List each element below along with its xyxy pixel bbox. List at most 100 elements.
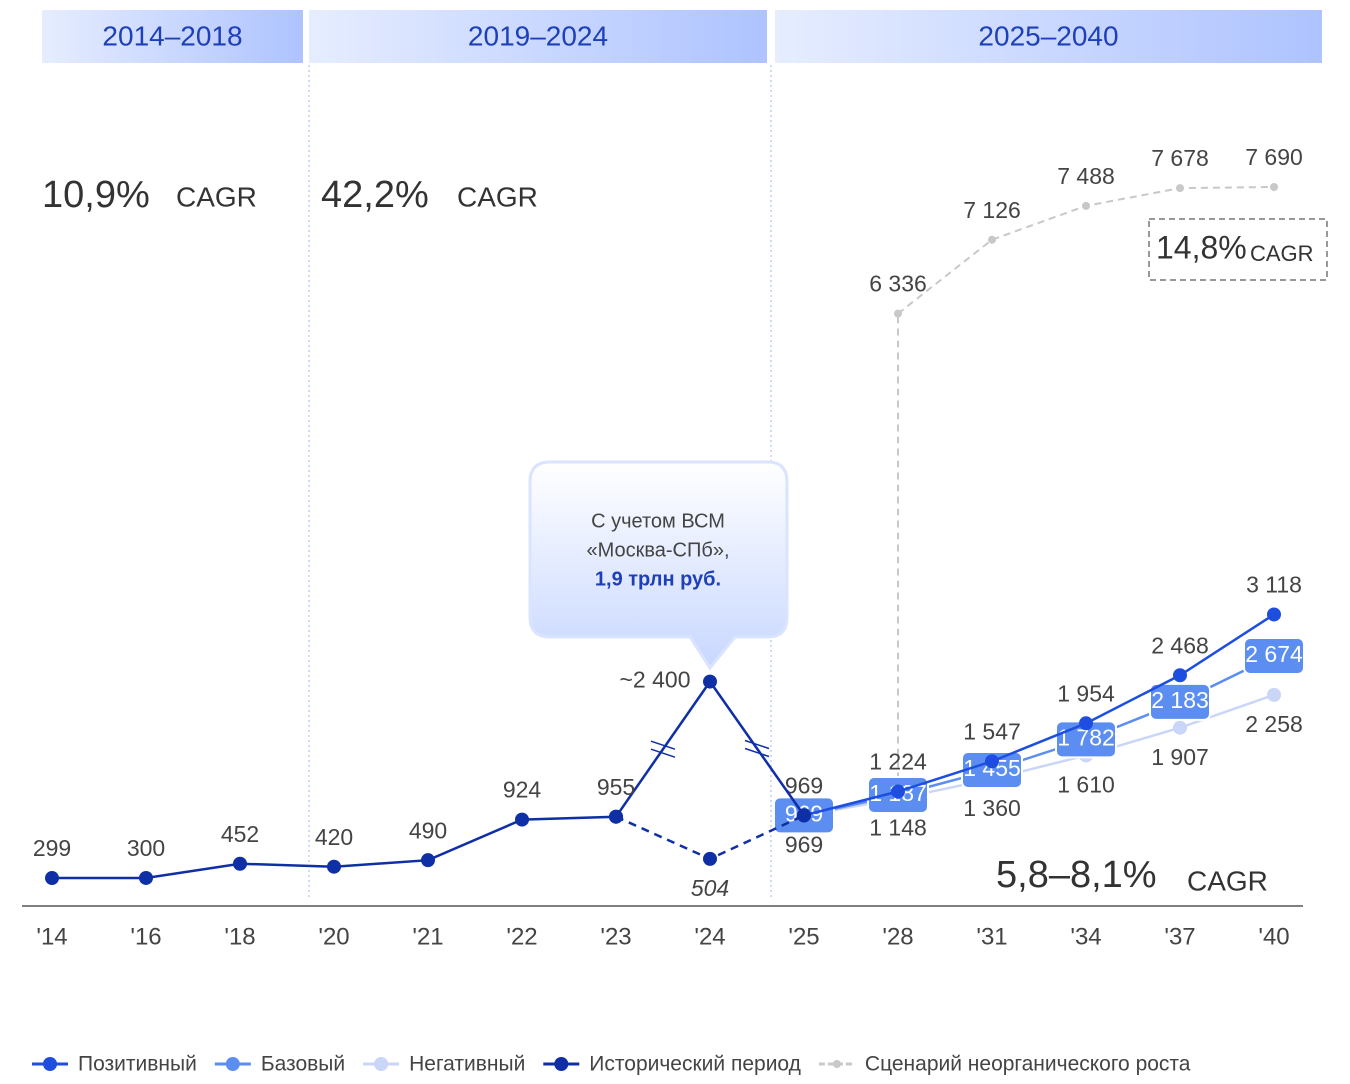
data-label: 452 bbox=[221, 821, 259, 847]
x-tick-label: '37 bbox=[1164, 923, 1195, 950]
x-tick-label: '25 bbox=[788, 923, 819, 950]
data-label: ~2 400 bbox=[620, 667, 691, 693]
data-point bbox=[1082, 201, 1090, 210]
callout-text: С учетом ВСМ bbox=[591, 510, 725, 532]
data-label: 420 bbox=[315, 824, 353, 850]
data-label: 2 674 bbox=[1245, 641, 1303, 667]
x-tick-label: '20 bbox=[318, 923, 349, 950]
data-point bbox=[1176, 184, 1184, 193]
period-label: 2025–2040 bbox=[978, 20, 1118, 51]
data-label: 1 148 bbox=[869, 815, 927, 841]
cagr-value: 10,9% bbox=[42, 174, 150, 216]
data-label: 969 bbox=[785, 831, 823, 857]
data-point bbox=[609, 809, 623, 824]
data-point bbox=[139, 870, 153, 885]
data-label: 1 610 bbox=[1057, 772, 1115, 798]
legend-dot bbox=[225, 1057, 240, 1071]
period-header bbox=[309, 10, 767, 63]
data-label: 1 224 bbox=[869, 749, 927, 775]
data-point bbox=[1267, 607, 1281, 622]
data-label: 2 183 bbox=[1151, 687, 1209, 713]
data-label: 1 954 bbox=[1057, 680, 1115, 706]
data-label: 924 bbox=[503, 777, 542, 803]
cagr-unit: CAGR bbox=[176, 181, 257, 212]
data-point bbox=[797, 808, 811, 823]
legend-dot bbox=[43, 1057, 57, 1071]
data-point bbox=[45, 871, 59, 886]
label-box bbox=[1243, 636, 1305, 675]
x-tick-label: '34 bbox=[1070, 923, 1101, 950]
data-label: 2 468 bbox=[1151, 632, 1209, 658]
cagr-unit: CAGR bbox=[457, 181, 538, 212]
cagr-value: 14,8% bbox=[1156, 229, 1247, 265]
break-mark bbox=[744, 747, 770, 758]
x-tick-label: '22 bbox=[506, 923, 537, 950]
data-point bbox=[515, 812, 529, 827]
data-point bbox=[1079, 716, 1093, 731]
cagr-value: 5,8–8,1% bbox=[996, 854, 1157, 896]
data-label: 300 bbox=[127, 835, 165, 861]
label-box bbox=[1149, 682, 1211, 721]
cagr-unit: CAGR bbox=[1250, 241, 1314, 266]
data-label: 504 bbox=[691, 875, 729, 901]
data-label: 2 258 bbox=[1245, 711, 1303, 737]
period-header bbox=[775, 10, 1322, 63]
break-mark bbox=[650, 740, 676, 750]
x-tick-label: '14 bbox=[36, 923, 67, 950]
data-point bbox=[233, 856, 247, 871]
data-label: 955 bbox=[597, 774, 635, 800]
series-line bbox=[803, 613, 1275, 817]
legend-label: Сценарий неорганического роста bbox=[865, 1053, 1191, 1076]
x-tick-label: '40 bbox=[1258, 923, 1289, 950]
data-label: 6 336 bbox=[869, 271, 927, 297]
x-tick-label: '16 bbox=[130, 923, 161, 950]
data-label: 7 126 bbox=[963, 197, 1021, 223]
x-tick-label: '23 bbox=[600, 923, 631, 950]
data-label: 7 488 bbox=[1057, 163, 1115, 189]
x-tick-label: '28 bbox=[882, 923, 913, 950]
x-tick-label: '18 bbox=[224, 923, 255, 950]
data-label: 299 bbox=[33, 835, 71, 861]
data-point bbox=[421, 853, 435, 868]
legend-label: Негативный bbox=[409, 1053, 525, 1076]
callout-text: «Москва-СПб», bbox=[586, 539, 729, 561]
data-label: 1 360 bbox=[963, 795, 1021, 821]
legend-label: Позитивный bbox=[78, 1053, 197, 1076]
callout bbox=[528, 460, 789, 671]
data-point bbox=[894, 309, 902, 318]
cagr-value: 42,2% bbox=[321, 174, 429, 216]
period-label: 2019–2024 bbox=[468, 20, 608, 51]
period-label: 2014–2018 bbox=[102, 20, 242, 51]
data-label: 969 bbox=[785, 772, 823, 798]
data-point bbox=[327, 859, 341, 874]
data-label: 490 bbox=[409, 817, 447, 843]
data-label: 7 678 bbox=[1151, 145, 1209, 171]
legend-label: Базовый bbox=[261, 1053, 345, 1076]
data-point bbox=[703, 674, 717, 689]
legend-dot bbox=[374, 1057, 389, 1071]
legend-label: Исторический период bbox=[589, 1053, 801, 1076]
data-point bbox=[985, 754, 999, 769]
data-point bbox=[891, 784, 905, 799]
x-tick-label: '31 bbox=[976, 923, 1007, 950]
data-point bbox=[1173, 668, 1187, 683]
data-label: 3 118 bbox=[1246, 572, 1302, 598]
data-point bbox=[1173, 720, 1187, 735]
legend-dot bbox=[554, 1057, 569, 1071]
x-tick-label: '24 bbox=[694, 923, 725, 950]
x-tick-label: '21 bbox=[412, 923, 443, 950]
data-point bbox=[1267, 687, 1281, 702]
data-label: 1 907 bbox=[1151, 744, 1209, 770]
period-header bbox=[42, 10, 303, 63]
data-label: 7 690 bbox=[1245, 144, 1303, 170]
legend-dot bbox=[832, 1060, 841, 1068]
data-point bbox=[988, 235, 996, 244]
data-label: 1 547 bbox=[963, 718, 1021, 744]
data-point bbox=[1270, 182, 1278, 191]
data-point bbox=[703, 851, 717, 866]
break-mark bbox=[650, 748, 676, 758]
callout-text: 1,9 трлн руб. bbox=[595, 568, 721, 590]
cagr-unit: CAGR bbox=[1187, 865, 1268, 896]
break-mark bbox=[744, 739, 770, 750]
